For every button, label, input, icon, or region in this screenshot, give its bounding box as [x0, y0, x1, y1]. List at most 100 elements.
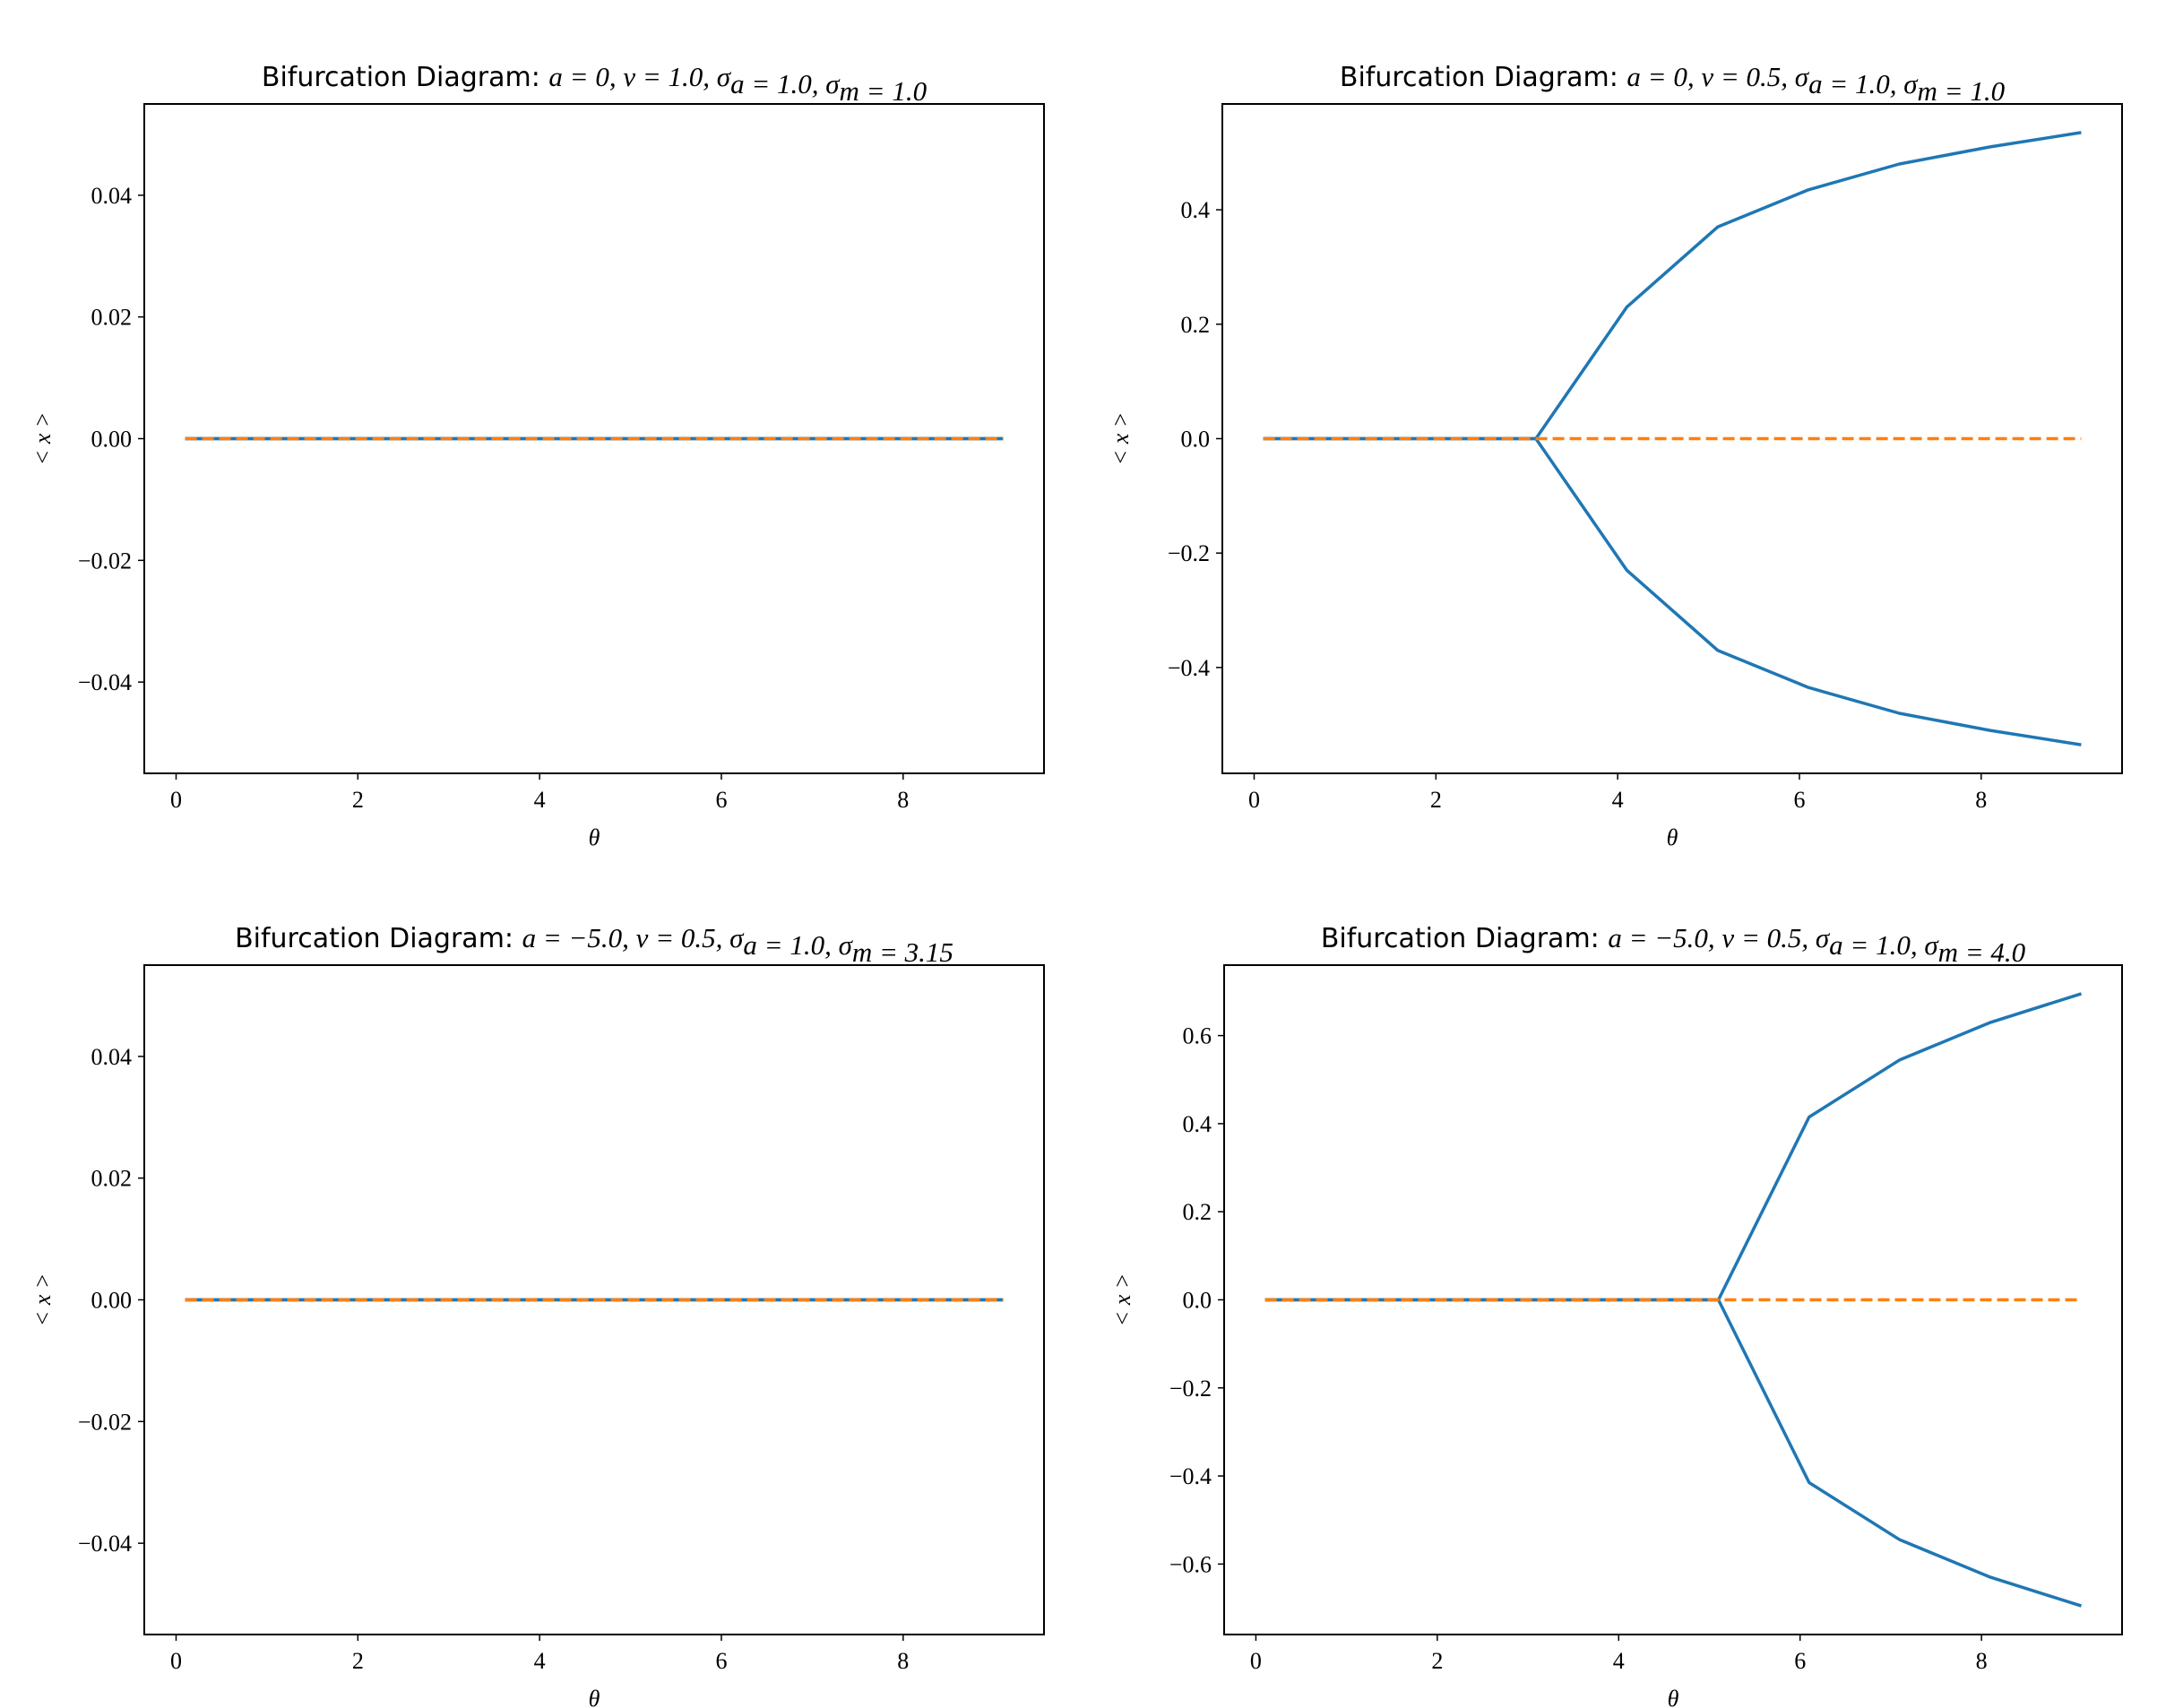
- x-axis-label: θ: [1667, 824, 1678, 850]
- chart-title-math-part: = 0.5,: [648, 922, 729, 953]
- x-tick-label: 0: [1248, 787, 1260, 813]
- chart-title-math-part: a: [548, 61, 563, 92]
- y-tick-label: −0.4: [1168, 655, 1210, 681]
- chart-panel-2: Bifurcation Diagram: a = 0, ν = 0.5, σa …: [1108, 61, 2123, 850]
- y-tick-label: 0.00: [91, 427, 133, 453]
- chart-title-subscript: m: [840, 75, 859, 107]
- x-tick-label: 0: [170, 1648, 182, 1674]
- y-tick-label: 0.4: [1181, 197, 1211, 223]
- chart-title-subscript: a: [1829, 929, 1843, 961]
- chart-title: Bifurcation Diagram: a = 0, ν = 1.0, σa …: [262, 61, 928, 107]
- y-tick-label: 0.4: [1183, 1111, 1212, 1137]
- x-axis-label: θ: [589, 1686, 600, 1708]
- chart-title-math-part: = 1.0,: [757, 929, 839, 961]
- chart-title-math-part: σ: [825, 68, 841, 99]
- chart-title-math-part: σ: [1795, 61, 1810, 92]
- chart-title-math-part: ν: [636, 922, 649, 953]
- y-tick-label: −0.02: [78, 1409, 132, 1435]
- x-tick-label: 4: [534, 1648, 546, 1674]
- chart-title-math-part: = 1.0: [1937, 75, 2006, 107]
- x-tick-label: 8: [1975, 787, 1987, 813]
- x-tick-label: 2: [1431, 1648, 1443, 1674]
- chart-panel-3: Bifurcation Diagram: a = −5.0, ν = 0.5, …: [30, 922, 1045, 1708]
- y-tick-label: 0.2: [1183, 1199, 1212, 1225]
- chart-title-math-part: = 1.0: [859, 75, 928, 107]
- x-tick-label: 6: [1794, 1648, 1806, 1674]
- x-axis-label: θ: [589, 824, 600, 850]
- x-tick-label: 8: [1976, 1648, 1988, 1674]
- chart-title-subscript: a: [730, 68, 745, 99]
- chart-title: Bifurcation Diagram: a = −5.0, ν = 0.5, …: [1321, 922, 2026, 968]
- chart-title-math-part: a: [522, 922, 537, 953]
- y-tick-label: −0.2: [1168, 540, 1210, 566]
- chart-title-math-part: σ: [839, 929, 854, 961]
- y-tick-label: 0.0: [1183, 1288, 1212, 1314]
- y-tick-label: 0.02: [91, 305, 133, 331]
- chart-panel-1: Bifurcation Diagram: a = 0, ν = 1.0, σa …: [30, 61, 1045, 850]
- x-tick-label: 4: [1612, 787, 1624, 813]
- y-tick-label: 0.04: [91, 183, 133, 209]
- x-tick-label: 8: [897, 1648, 909, 1674]
- y-axis-label: < x >: [1108, 412, 1134, 466]
- chart-title-math-part: σ: [1924, 929, 1939, 961]
- chart-title-math-part: = 0.5,: [1713, 61, 1795, 92]
- chart-title-math-part: = 1.0,: [635, 61, 717, 92]
- chart-title-subscript: a: [1808, 68, 1823, 99]
- x-tick-label: 8: [897, 787, 909, 813]
- y-tick-label: 0.04: [91, 1044, 133, 1070]
- y-tick-label: −0.4: [1169, 1463, 1212, 1489]
- chart-title-subscript: m: [1938, 936, 1958, 968]
- chart-title-math-part: = 0,: [563, 61, 623, 92]
- x-tick-label: 6: [715, 1648, 727, 1674]
- chart-title-math-part: = 3.15: [872, 936, 953, 968]
- x-tick-label: 2: [1430, 787, 1442, 813]
- x-tick-label: 0: [1250, 1648, 1262, 1674]
- chart-title-subscript: a: [743, 929, 757, 961]
- chart-title: Bifurcation Diagram: a = 0, ν = 0.5, σa …: [1340, 61, 2006, 107]
- chart-title-gap: [513, 923, 522, 954]
- stable-branch-line-1: [1264, 992, 2083, 1302]
- chart-title-gap: [1600, 923, 1609, 954]
- y-axis-label: < x >: [1109, 1273, 1135, 1327]
- chart-title: Bifurcation Diagram: a = −5.0, ν = 0.5, …: [235, 922, 953, 968]
- chart-title-math-part: ν: [623, 61, 635, 92]
- y-tick-label: −0.02: [78, 548, 132, 574]
- chart-title-math-part: ν: [1721, 922, 1734, 953]
- y-tick-label: 0.00: [91, 1288, 133, 1314]
- chart-title-math-part: = 1.0,: [745, 68, 826, 99]
- y-tick-label: 0.0: [1181, 427, 1211, 453]
- x-tick-label: 2: [352, 1648, 364, 1674]
- chart-title-text: Bifurcation Diagram:: [262, 62, 540, 93]
- chart-title-subscript: m: [1918, 75, 1937, 107]
- x-tick-label: 0: [170, 787, 182, 813]
- chart-title-math-part: a: [1608, 922, 1622, 953]
- stable-branch-line-1: [1263, 131, 2082, 441]
- chart-panel-4: Bifurcation Diagram: a = −5.0, ν = 0.5, …: [1109, 922, 2123, 1708]
- chart-title-text: Bifurcation Diagram:: [1321, 923, 1600, 954]
- x-tick-label: 6: [1793, 787, 1805, 813]
- chart-title-text: Bifurcation Diagram:: [235, 923, 513, 954]
- chart-title-math-part: σ: [717, 61, 732, 92]
- stable-branch-line-2: [1263, 436, 2082, 746]
- chart-title-math-part: a: [1626, 61, 1641, 92]
- chart-title-math-part: = 0.5,: [1734, 922, 1816, 953]
- chart-title-gap: [540, 62, 549, 93]
- chart-title-math-part: σ: [729, 922, 745, 953]
- chart-title-math-part: = 1.0,: [1823, 68, 1904, 99]
- y-tick-label: −0.04: [78, 1531, 132, 1557]
- x-tick-label: 2: [352, 787, 364, 813]
- chart-title-math-part: ν: [1701, 61, 1713, 92]
- y-tick-label: −0.2: [1169, 1376, 1212, 1402]
- chart-title-math-part: = 4.0: [1958, 936, 2026, 968]
- chart-title-math-part: = 0,: [1641, 61, 1701, 92]
- y-tick-label: 0.6: [1183, 1023, 1212, 1049]
- chart-title-math-part: = −5.0,: [1622, 922, 1722, 953]
- y-tick-label: 0.2: [1181, 312, 1211, 338]
- y-tick-label: 0.02: [91, 1166, 133, 1192]
- y-tick-label: −0.6: [1169, 1551, 1212, 1577]
- chart-title-gap: [1618, 62, 1627, 93]
- chart-title-math-part: = −5.0,: [536, 922, 636, 953]
- y-tick-label: −0.04: [78, 669, 132, 695]
- chart-title-math-part: σ: [1903, 68, 1919, 99]
